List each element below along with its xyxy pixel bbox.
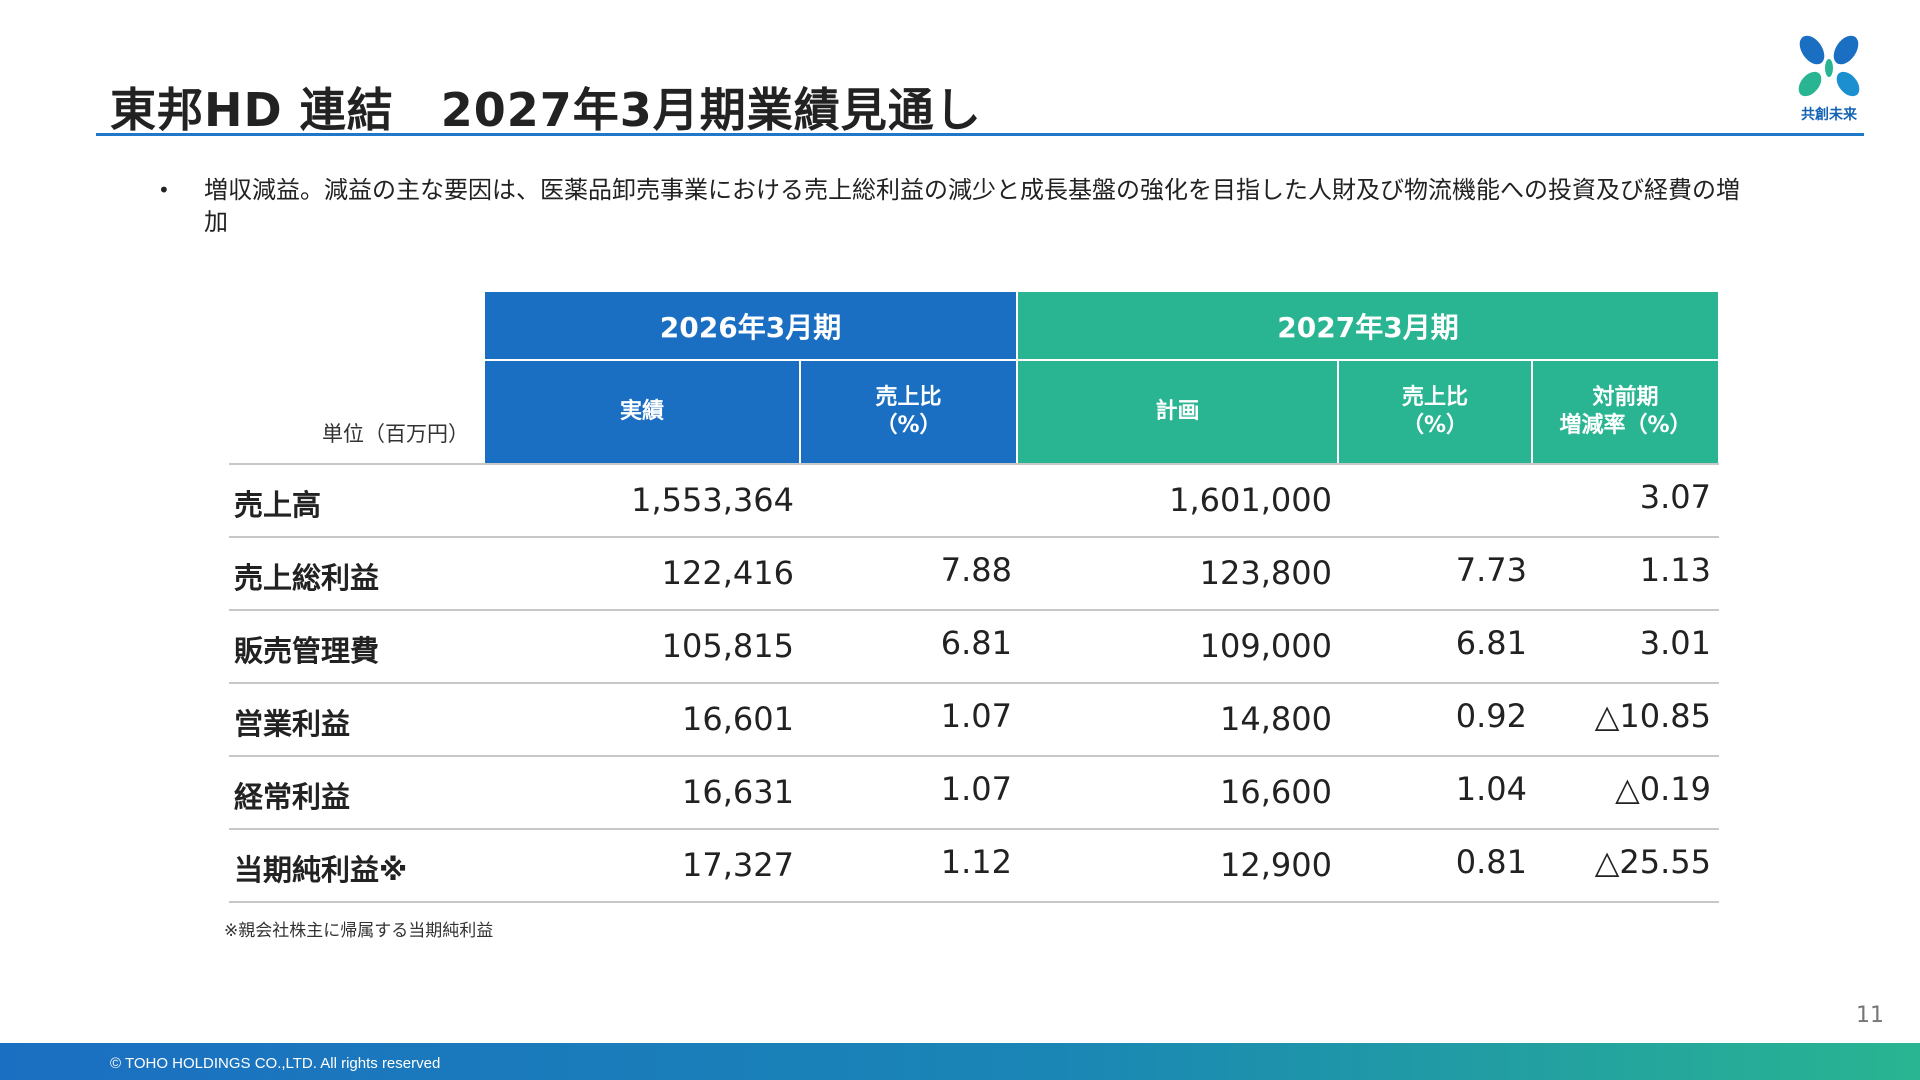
plan-value: 109,000 (1199, 627, 1332, 665)
ratio-2026-value: 7.88 (940, 551, 1012, 589)
plan-value: 12,900 (1220, 846, 1332, 884)
actual-value: 17,327 (682, 846, 794, 884)
copyright-text: © TOHO HOLDINGS CO.,LTD. All rights rese… (110, 1055, 441, 1072)
row-divider (229, 609, 1719, 611)
yoy-value: 3.01 (1639, 624, 1711, 662)
row-label: 販売管理費 (234, 634, 380, 668)
row-divider (229, 682, 1719, 684)
title-underline (96, 133, 1864, 136)
row-divider (229, 901, 1719, 903)
row-label: 営業利益 (234, 707, 351, 741)
plan-value: 1,601,000 (1169, 481, 1332, 519)
ratio-2026-value: 1.07 (940, 770, 1012, 808)
actual-value: 1,553,364 (631, 481, 794, 519)
yoy-value: △10.85 (1594, 697, 1711, 735)
row-label: 経常利益 (234, 780, 351, 814)
footer-bar (0, 1043, 1920, 1080)
header-fy2027: 2027年3月期 (1018, 292, 1718, 359)
yoy-value: 3.07 (1639, 478, 1711, 516)
plan-value: 14,800 (1220, 700, 1332, 738)
row-divider (229, 463, 1719, 465)
ratio-2027-value: 7.73 (1455, 551, 1527, 589)
row-divider (229, 828, 1719, 830)
yoy-value: △0.19 (1615, 770, 1711, 808)
row-label: 売上総利益 (234, 561, 380, 595)
table-footnote: ※親会社株主に帰属する当期純利益 (224, 921, 494, 941)
row-label: 売上高 (234, 488, 322, 522)
actual-value: 16,601 (682, 700, 794, 738)
header-plan: 計画 (1018, 361, 1337, 463)
ratio-2027-value: 1.04 (1455, 770, 1527, 808)
ratio-2027-value: 0.81 (1455, 843, 1527, 881)
ratio-2027-value: 6.81 (1455, 624, 1527, 662)
row-divider (229, 536, 1719, 538)
plan-value: 16,600 (1220, 773, 1332, 811)
page-number: 11 (1856, 1003, 1884, 1028)
unit-label: 単位（百万円） (322, 422, 469, 446)
yoy-value: 1.13 (1639, 551, 1711, 589)
actual-value: 105,815 (661, 627, 794, 665)
header-actual: 実績 (485, 361, 799, 463)
ratio-2026-value: 1.07 (940, 697, 1012, 735)
plan-value: 123,800 (1199, 554, 1332, 592)
ratio-2026-value: 6.81 (940, 624, 1012, 662)
logo-text: 共創未来 (1801, 107, 1857, 123)
row-label: 当期純利益※ (234, 853, 408, 887)
header-ratio-2027: 売上比 （%） (1339, 361, 1531, 463)
page-title: 東邦HD 連結 2027年3月期業績見通し (110, 83, 982, 137)
butterfly-logo-icon (1798, 35, 1860, 97)
company-logo: 共創未来 (1784, 34, 1874, 124)
header-fy2026: 2026年3月期 (485, 292, 1016, 359)
yoy-value: △25.55 (1594, 843, 1711, 881)
summary-text: 増収減益。減益の主な要因は、医薬品卸売事業における売上総利益の減少と成長基盤の強… (204, 176, 1740, 236)
header-ratio-2026: 売上比 （%） (801, 361, 1016, 463)
header-yoy: 対前期 増減率（%） (1533, 361, 1718, 463)
actual-value: 16,631 (682, 773, 794, 811)
actual-value: 122,416 (661, 554, 794, 592)
row-divider (229, 755, 1719, 757)
ratio-2026-value: 1.12 (940, 843, 1012, 881)
bullet-marker: • (158, 178, 170, 202)
ratio-2027-value: 0.92 (1455, 697, 1527, 735)
